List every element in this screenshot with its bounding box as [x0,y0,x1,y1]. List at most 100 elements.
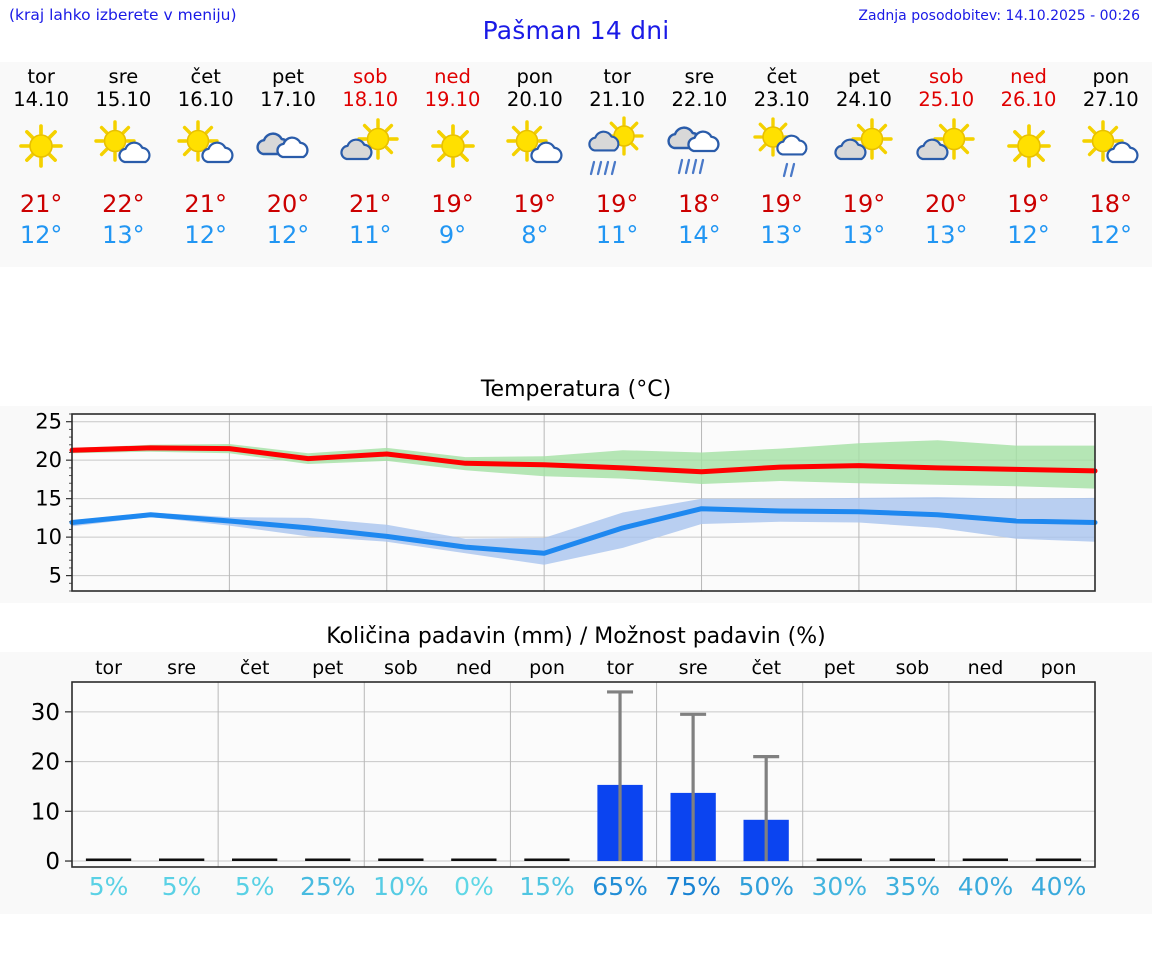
day-temp-max: 18° [1089,190,1133,218]
precipitation-probability-row: 5% 5% 5% 25% 10% 0% 15% 65% 75% 50% 30% 35% 40% 40% [72,872,1095,901]
precipitation-day-label: ned [456,657,492,679]
precipitation-probability: 25% [299,872,356,901]
day-column[interactable]: sre 22.10 18° 14° [658,62,740,267]
cloud-sun-icon [907,116,985,178]
precipitation-chart-title: Količina padavin (mm) / Možnost padavin … [326,624,826,649]
sun-cloud-rain-icon [578,116,656,178]
day-column[interactable]: ned 19.10 19° 9° [411,62,493,267]
day-date: 22.10 [671,88,728,111]
cloudy-icon [249,116,327,178]
day-temp-max: 19° [760,190,803,218]
svg-text:5: 5 [49,564,62,588]
precipitation-day-label: pet [823,657,855,679]
sun-cloud-rain-light-icon [743,116,821,178]
day-temp-min: 13° [760,221,803,249]
precipitation-probability: 35% [884,872,941,901]
day-name: sob [929,65,964,88]
day-temp-max: 21° [184,190,227,218]
day-name: sre [684,65,715,88]
day-column[interactable]: pon 27.10 18° 12° [1070,62,1152,267]
sun-icon [990,116,1068,178]
precipitation-day-label: čet [751,657,782,679]
day-temp-min: 12° [1089,221,1133,249]
svg-text:30: 30 [31,700,60,726]
day-name: pet [847,65,880,88]
svg-text:20: 20 [31,750,60,776]
day-date: 15.10 [95,88,152,111]
sun-icon [414,116,492,178]
day-column[interactable]: ned 26.10 19° 12° [987,62,1069,267]
day-temp-max: 19° [1007,190,1050,218]
precipitation-chart-section: Količina padavin (mm) / Možnost padavin … [0,617,1152,933]
day-name: pet [271,65,304,88]
day-temp-min: 11° [348,221,392,249]
day-name: pon [516,65,554,88]
day-temp-min: 14° [678,221,721,249]
day-name: tor [603,65,631,88]
day-column[interactable]: sob 18.10 21° 11° [329,62,411,267]
day-column[interactable]: tor 21.10 19° 11° [576,62,658,267]
sun-cloud-icon [167,116,245,178]
last-update-text: Zadnja posodobitev: 14.10.2025 - 00:26 [858,8,1140,24]
precipitation-probability: 65% [592,872,648,901]
daily-forecast-strip: tor 14.10 21° 12° sre 15.10 22° 13° čet 16.10 21… [0,62,1152,267]
precipitation-probability: 15% [519,872,575,901]
cloud-sun-icon [825,116,903,178]
precipitation-probability: 5% [88,872,129,901]
precipitation-probability: 50% [738,872,795,901]
svg-text:10: 10 [35,525,62,549]
precipitation-probability: 10% [373,872,429,901]
day-date: 14.10 [13,88,70,111]
day-name: sre [108,65,139,88]
day-date: 16.10 [177,88,234,111]
day-date: 27.10 [1082,88,1139,111]
day-temp-max: 22° [102,190,145,218]
temperature-chart-title: Temperatura (°C) [480,377,672,402]
temperature-chart: 5 10 15 20 25 [35,410,1098,592]
day-temp-min: 12° [184,221,227,249]
day-temp-min: 12° [19,221,63,249]
day-name: sob [353,65,388,88]
day-date: 20.10 [506,88,563,111]
day-column[interactable]: pet 24.10 19° 13° [823,62,905,267]
day-name: ned [1010,65,1047,88]
day-column[interactable]: sob 25.10 20° 13° [905,62,987,267]
precipitation-day-label: tor [606,657,634,679]
day-column[interactable]: čet 23.10 19° 13° [741,62,823,267]
section-spacer [0,267,1152,377]
day-date: 18.10 [342,88,399,111]
day-column[interactable]: sre 15.10 22° 13° [82,62,164,267]
day-temp-max: 19° [595,190,639,218]
svg-text:0: 0 [45,849,60,875]
menu-hint-text: (kraj lahko izberete v meniju) [9,6,237,24]
day-temp-max: 21° [348,190,392,218]
precipitation-chart: 0 10 20 30 [31,681,1096,875]
precipitation-probability: 75% [665,872,721,901]
svg-text:10: 10 [31,799,60,825]
cloud-rain-icon [660,116,738,178]
day-temp-min: 12° [266,221,310,249]
day-column[interactable]: čet 16.10 21° 12° [165,62,247,267]
precipitation-probability: 40% [957,872,1014,901]
precipitation-day-label: pet [312,657,344,679]
day-column[interactable]: pon 20.10 19° 8° [494,62,576,267]
day-name: pon [1092,65,1130,88]
day-name: ned [434,65,471,88]
day-temp-min: 13° [102,221,145,249]
precipitation-day-label: tor [95,657,122,679]
day-temp-min: 8° [521,221,549,249]
day-date: 21.10 [589,88,646,111]
day-name: čet [766,65,797,88]
precipitation-day-label: sob [895,657,930,679]
day-temp-min: 9° [438,221,467,249]
day-column[interactable]: tor 14.10 21° 12° [0,62,82,267]
day-temp-max: 20° [924,190,968,218]
day-name: čet [190,65,221,88]
sun-cloud-icon [1072,116,1150,178]
precipitation-day-label: sob [384,657,418,679]
day-column[interactable]: pet 17.10 20° 12° [247,62,329,267]
day-date: 24.10 [836,88,892,111]
precipitation-probability: 30% [811,872,868,901]
day-date: 26.10 [1000,88,1057,111]
day-date: 19.10 [424,88,481,111]
